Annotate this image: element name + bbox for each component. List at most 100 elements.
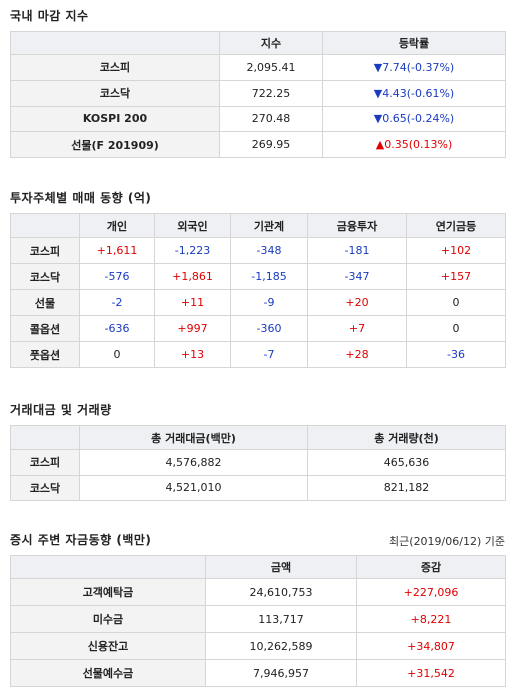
- row-label: 고객예탁금: [10, 578, 206, 606]
- value-cell: +1,861: [154, 263, 231, 290]
- value-cell: +20: [307, 289, 407, 316]
- corner-cell: [10, 555, 206, 579]
- value-cell: +157: [406, 263, 506, 290]
- table-row: KOSPI 200 270.48 ▼0.65(-0.24%): [10, 105, 506, 133]
- section-title: 증시 주변 자금동향 (백만): [10, 533, 152, 547]
- value-cell: +997: [154, 315, 231, 342]
- corner-cell: [10, 425, 80, 450]
- header-row: 개인 외국인 기관계 금융투자 연기금등: [10, 213, 506, 238]
- value-cell: -347: [307, 263, 407, 290]
- data-table: 금액 증감 고객예탁금 24,610,753 +227,096 미수금 113,717 +8,…: [10, 555, 506, 687]
- value-cell: -636: [79, 315, 155, 342]
- row-label: 코스피: [10, 237, 80, 264]
- value-cell: 113,717: [205, 605, 357, 633]
- row-label: 코스피: [10, 449, 80, 476]
- row-label: KOSPI 200: [10, 105, 220, 133]
- header-row: 총 거래대금(백만) 총 거래량(천): [10, 425, 506, 450]
- table-row: 선물예수금 7,946,957 +31,542: [10, 659, 506, 687]
- value-cell: ▼0.65(-0.24%): [322, 105, 506, 133]
- table-row: 선물(F 201909) 269.95 ▲0.35(0.13%): [10, 131, 506, 158]
- row-label: 풋옵션: [10, 341, 80, 368]
- value-cell: +1,611: [79, 237, 155, 264]
- value-cell: -36: [406, 341, 506, 368]
- column-header: 개인: [79, 213, 155, 238]
- column-header: 지수: [219, 31, 323, 55]
- value-cell: 7,946,957: [205, 659, 357, 687]
- column-header: 총 거래량(천): [307, 425, 506, 450]
- column-header: 금액: [205, 555, 357, 579]
- value-cell: +34,807: [356, 632, 506, 660]
- value-cell: -181: [307, 237, 407, 264]
- value-cell: +8,221: [356, 605, 506, 633]
- row-label: 선물예수금: [10, 659, 206, 687]
- table-row: 코스피 2,095.41 ▼7.74(-0.37%): [10, 54, 506, 81]
- table-row: 콜옵션 -636 +997 -360 +7 0: [10, 315, 506, 342]
- value-cell: +227,096: [356, 578, 506, 606]
- column-header: 총 거래대금(백만): [79, 425, 308, 450]
- value-cell: 269.95: [219, 131, 323, 158]
- column-header: 연기금등: [406, 213, 506, 238]
- table-row: 풋옵션 0 +13 -7 +28 -36: [10, 341, 506, 368]
- value-cell: -7: [230, 341, 308, 368]
- table-row: 코스피 +1,611 -1,223 -348 -181 +102: [10, 237, 506, 264]
- table-row: 코스닥 4,521,010 821,182: [10, 474, 506, 501]
- row-label: 신용잔고: [10, 632, 206, 660]
- value-cell: +7: [307, 315, 407, 342]
- value-cell: +28: [307, 341, 407, 368]
- section-title: 거래대금 및 거래량: [10, 403, 112, 417]
- value-cell: -576: [79, 263, 155, 290]
- table-row: 코스피 4,576,882 465,636: [10, 449, 506, 476]
- corner-cell: [10, 31, 220, 55]
- row-label: 선물: [10, 289, 80, 316]
- header-row: 지수 등락률: [10, 31, 506, 55]
- column-header: 기관계: [230, 213, 308, 238]
- section-note: 최근(2019/06/12) 기준: [389, 535, 505, 548]
- section-title: 투자주체별 매매 동향 (억): [10, 191, 152, 205]
- value-cell: 2,095.41: [219, 54, 323, 81]
- section-title: 국내 마감 지수: [10, 9, 89, 23]
- value-cell: ▲0.35(0.13%): [322, 131, 506, 158]
- table-row: 코스닥 722.25 ▼4.43(-0.61%): [10, 79, 506, 107]
- value-cell: -2: [79, 289, 155, 316]
- table-row: 고객예탁금 24,610,753 +227,096: [10, 578, 506, 606]
- value-cell: 24,610,753: [205, 578, 357, 606]
- value-cell: 4,576,882: [79, 449, 308, 476]
- row-label: 코스닥: [10, 79, 220, 107]
- value-cell: 0: [406, 315, 506, 342]
- row-label: 코스닥: [10, 474, 80, 501]
- data-table: 총 거래대금(백만) 총 거래량(천) 코스피 4,576,882 465,636 코스닥…: [10, 425, 506, 501]
- value-cell: 821,182: [307, 474, 506, 501]
- table-row: 미수금 113,717 +8,221: [10, 605, 506, 633]
- value-cell: -9: [230, 289, 308, 316]
- value-cell: 722.25: [219, 79, 323, 107]
- value-cell: 0: [406, 289, 506, 316]
- row-label: 코스닥: [10, 263, 80, 290]
- value-cell: 465,636: [307, 449, 506, 476]
- value-cell: +11: [154, 289, 231, 316]
- table-row: 신용잔고 10,262,589 +34,807: [10, 632, 506, 660]
- row-label: 콜옵션: [10, 315, 80, 342]
- column-header: 증감: [356, 555, 506, 579]
- value-cell: ▼7.74(-0.37%): [322, 54, 506, 81]
- value-cell: -360: [230, 315, 308, 342]
- table-row: 선물 -2 +11 -9 +20 0: [10, 289, 506, 316]
- column-header: 외국인: [154, 213, 231, 238]
- corner-cell: [10, 213, 80, 238]
- value-cell: 4,521,010: [79, 474, 308, 501]
- data-table: 개인 외국인 기관계 금융투자 연기금등 코스피 +1,611 -1,223 -348 -181 +…: [10, 213, 506, 368]
- value-cell: +13: [154, 341, 231, 368]
- value-cell: ▼4.43(-0.61%): [322, 79, 506, 107]
- header-row: 금액 증감: [10, 555, 506, 579]
- data-table: 지수 등락률 코스피 2,095.41 ▼7.74(-0.37%) 코스닥 722.25 ▼4…: [10, 31, 506, 158]
- value-cell: 270.48: [219, 105, 323, 133]
- table-row: 코스닥 -576 +1,861 -1,185 -347 +157: [10, 263, 506, 290]
- value-cell: +102: [406, 237, 506, 264]
- value-cell: 0: [79, 341, 155, 368]
- row-label: 미수금: [10, 605, 206, 633]
- row-label: 코스피: [10, 54, 220, 81]
- column-header: 등락률: [322, 31, 506, 55]
- row-label: 선물(F 201909): [10, 131, 220, 158]
- value-cell: -1,185: [230, 263, 308, 290]
- value-cell: 10,262,589: [205, 632, 357, 660]
